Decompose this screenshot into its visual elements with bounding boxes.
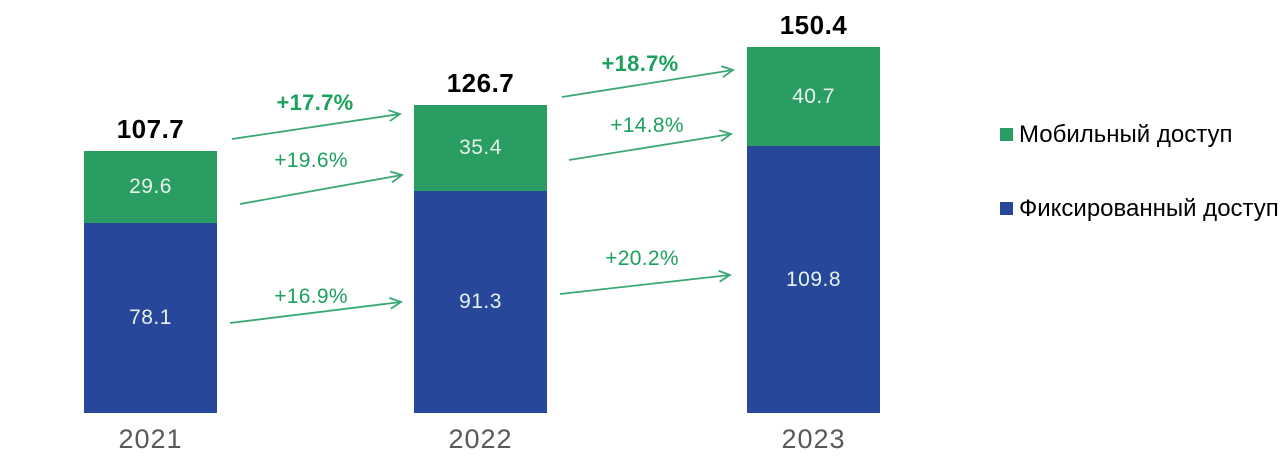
growth-arrow-2021-2022 <box>239 170 404 205</box>
bar-segment-mobile-2021: 29.6 <box>84 151 217 223</box>
growth-percent-label: +19.6% <box>274 149 348 172</box>
legend-swatch-mobile-icon <box>1000 128 1013 141</box>
growth-percent-label: +17.7% <box>276 90 354 115</box>
bar-segment-mobile-2023: 40.7 <box>747 47 880 146</box>
legend-swatch-fixed-icon <box>1000 202 1013 215</box>
bar-total-label-2023: 150.4 <box>779 10 848 40</box>
x-axis-label-2021: 2021 <box>118 424 183 454</box>
growth-percent-label: +20.2% <box>605 247 679 270</box>
growth-arrow-2022-2023 <box>559 269 733 295</box>
bar-total-label-2022: 126.7 <box>446 68 515 98</box>
legend-label-mobile: Мобильный доступ <box>1019 121 1233 148</box>
bar-segment-fixed-2023: 109.8 <box>747 146 880 413</box>
x-axis-label-2022: 2022 <box>448 424 513 454</box>
bar-total-label-2021: 107.7 <box>116 114 185 144</box>
bar-segment-fixed-2022: 91.3 <box>414 191 547 413</box>
growth-percent-label: +14.8% <box>610 114 684 137</box>
legend-label-fixed: Фиксированный доступ <box>1019 195 1279 222</box>
bar-segment-fixed-2021: 78.1 <box>84 223 217 413</box>
bar-segment-mobile-2022: 35.4 <box>414 105 547 191</box>
growth-arrow-2021-2022 <box>231 109 402 140</box>
x-axis-label-2023: 2023 <box>781 424 846 454</box>
legend-item-fixed: Фиксированный доступ <box>1000 194 1279 224</box>
legend-item-mobile: Мобильный доступ <box>1000 120 1232 150</box>
growth-percent-label: +18.7% <box>601 51 679 76</box>
growth-percent-label: +16.9% <box>274 285 348 308</box>
